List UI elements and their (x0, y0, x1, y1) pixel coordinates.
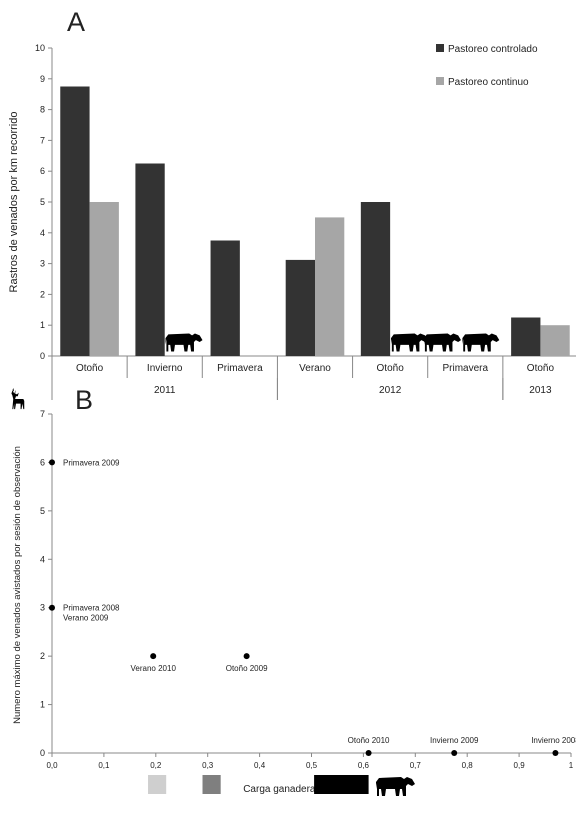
b-point (365, 750, 372, 756)
a-y-tick-label: 8 (40, 105, 45, 115)
a-year-label: 2013 (529, 385, 552, 396)
b-range-block (148, 775, 167, 794)
b-x-tick-label: 0,2 (150, 761, 162, 770)
a-y-tick-label: 5 (40, 197, 45, 207)
b-y-tick-label: 5 (40, 506, 45, 516)
b-y-tick-label: 1 (40, 700, 45, 710)
panel-a-bars (60, 86, 570, 356)
b-point (150, 653, 157, 660)
legend-swatch-controlado (436, 44, 444, 52)
panel-b-xlabel: Carga ganadera (E.V./ha) (243, 784, 357, 795)
b-point (451, 750, 458, 756)
b-x-tick-label: 0,4 (254, 761, 266, 770)
panel-a-legend: Pastoreo controlado Pastoreo continuo (436, 44, 538, 88)
b-point-label: Primavera 2008 (63, 604, 120, 613)
b-y-tick-label: 2 (40, 651, 45, 661)
panel-b-letter: B (75, 385, 93, 415)
b-point-label: Otoño 2010 (348, 736, 390, 745)
a-bar (135, 163, 165, 356)
b-point (552, 750, 559, 756)
b-y-tick-label: 4 (40, 554, 45, 564)
b-x-tick-label: 0,1 (98, 761, 110, 770)
legend-label-controlado: Pastoreo controlado (448, 44, 538, 55)
b-x-tick-label: 0,5 (306, 761, 318, 770)
a-bar (285, 259, 315, 356)
a-bar (360, 202, 391, 356)
b-point (49, 604, 55, 611)
a-y-tick-label: 1 (40, 320, 45, 330)
a-category-label: Primavera (217, 363, 263, 374)
a-category-label: Invierno (147, 363, 183, 374)
a-y-tick-label: 10 (35, 43, 45, 53)
b-point (243, 653, 250, 660)
a-y-tick-label: 7 (40, 135, 45, 145)
b-point-label: Otoño 2009 (226, 664, 268, 673)
a-category-label: Otoño (377, 363, 405, 374)
b-x-tick-label: 0,7 (410, 761, 422, 770)
b-x-tick-label: 0,9 (514, 761, 526, 770)
b-point-label: Verano 2010 (131, 664, 177, 673)
b-x-tick-label: 1 (569, 761, 574, 770)
panel-a-axes: 0 1 2 3 4 5 6 7 8 9 10 Otoño Invierno Primavera Verano… (35, 43, 576, 400)
a-bar (511, 317, 541, 356)
b-y-tick-label: 3 (40, 603, 45, 613)
b-x-tick-label: 0,8 (462, 761, 474, 770)
cow-icon (462, 333, 500, 352)
b-x-tick-label: 0,3 (202, 761, 214, 770)
a-year-label: 2012 (379, 385, 402, 396)
panel-a-letter: A (67, 7, 85, 37)
cow-icon-xlabel (376, 777, 415, 796)
b-y-tick-label: 0 (40, 748, 45, 758)
a-bar (89, 202, 119, 356)
a-y-tick-label: 3 (40, 259, 45, 269)
a-category-label: Primavera (442, 363, 488, 374)
cow-icon (165, 333, 203, 352)
a-year-label: 2011 (154, 385, 176, 396)
cow-icon (390, 333, 428, 352)
panel-b-ylabel: Numero máximo de venados avistados por s… (12, 446, 23, 724)
b-y-tick-label: 7 (40, 409, 45, 419)
a-category-label: Otoño (76, 363, 104, 374)
cow-icon (423, 333, 462, 352)
b-point-label: Invierno 2008 (531, 736, 576, 745)
b-range-block (314, 775, 369, 794)
b-point-label: Verano 2009 (63, 614, 109, 623)
a-bar (540, 325, 570, 356)
a-y-tick-label: 2 (40, 289, 45, 299)
a-y-tick-label: 9 (40, 74, 45, 84)
a-bar (60, 86, 90, 356)
deer-icon (11, 388, 25, 410)
legend-swatch-continuo (436, 77, 444, 85)
b-x-tick-label: 0,0 (46, 761, 58, 770)
b-x-tick-label: 0,6 (358, 761, 370, 770)
b-point (49, 459, 55, 466)
a-category-label: Otoño (527, 363, 555, 374)
a-bar (315, 217, 345, 356)
a-category-label: Verano (299, 363, 331, 374)
b-point-label: Primavera 2009 (63, 458, 120, 467)
a-bar (210, 240, 240, 356)
a-y-tick-label: 0 (40, 351, 45, 361)
a-y-tick-label: 6 (40, 166, 45, 176)
b-range-block (202, 775, 221, 794)
legend-label-continuo: Pastoreo continuo (448, 77, 529, 88)
a-y-tick-label: 4 (40, 228, 45, 238)
panel-b-axes: 0 1 2 3 4 5 6 7 0,0 0,1 0,2 0,3 0,4 0,5 0,6 0,7 0,8 0,9 1 (40, 409, 574, 770)
b-point-label: Invierno 2009 (430, 736, 479, 745)
panel-a-ylabel: Rastros de venados por km recorrido (8, 112, 20, 293)
b-y-tick-label: 6 (40, 457, 45, 467)
